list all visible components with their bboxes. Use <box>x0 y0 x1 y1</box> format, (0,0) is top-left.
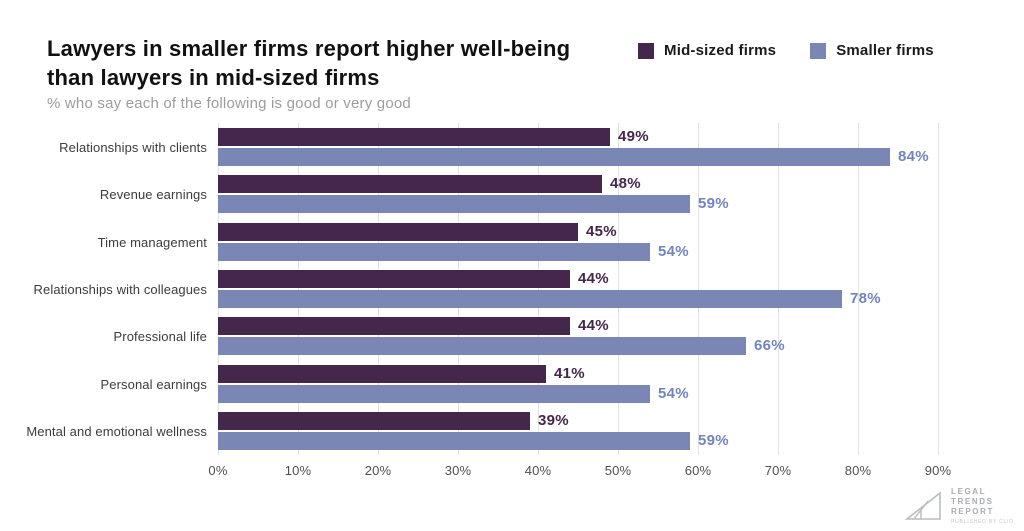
legend-label-smaller: Smaller firms <box>836 42 934 59</box>
bar-smaller <box>218 195 690 214</box>
logo-text: LEGAL TRENDS REPORT PUBLISHED BY CLIO <box>951 487 1014 525</box>
x-axis-tick-label: 90% <box>924 463 952 478</box>
value-label: 39% <box>538 412 569 430</box>
legend-item-mid-sized: Mid-sized firms <box>638 42 776 59</box>
value-label: 54% <box>658 384 689 402</box>
bar-mid-sized <box>218 412 530 431</box>
bar-mid-sized <box>218 364 546 383</box>
legend-label-mid-sized: Mid-sized firms <box>664 42 777 59</box>
legal-trends-report-logo: LEGAL TRENDS REPORT PUBLISHED BY CLIO <box>904 487 1014 525</box>
category-label: Time management <box>97 234 207 250</box>
value-label: 84% <box>898 147 929 165</box>
gridline <box>778 123 779 455</box>
value-label: 66% <box>754 337 785 355</box>
gridline <box>698 123 699 455</box>
x-axis-tick-label: 30% <box>444 463 472 478</box>
bar-mid-sized <box>218 270 570 288</box>
gridline <box>298 123 299 455</box>
chart-subtitle: % who say each of the following is good … <box>47 95 411 112</box>
value-label: 49% <box>618 127 649 145</box>
value-label: 41% <box>554 364 585 382</box>
gridline <box>618 123 619 455</box>
bar-mid-sized <box>218 175 602 194</box>
value-label: 48% <box>610 175 641 193</box>
bar-smaller <box>218 242 650 261</box>
category-label: Relationships with clients <box>59 139 207 155</box>
value-label: 59% <box>698 195 729 213</box>
legend-item-smaller: Smaller firms <box>810 42 934 59</box>
category-label: Relationships with colleagues <box>33 282 207 297</box>
bar-smaller <box>218 337 746 356</box>
value-label: 44% <box>578 317 609 335</box>
category-label: Revenue earnings <box>99 187 207 203</box>
x-axis-tick-label: 80% <box>844 463 872 478</box>
logo-tagline: PUBLISHED BY CLIO <box>951 519 1014 525</box>
gridline <box>378 123 379 455</box>
legend: Mid-sized firms Smaller firms <box>638 42 934 59</box>
chart-title: Lawyers in smaller firms report higher w… <box>47 34 570 92</box>
x-axis-tick-label: 10% <box>284 463 312 478</box>
chart-title-line2: than lawyers in mid-sized firms <box>47 65 380 90</box>
bar-mid-sized <box>218 127 610 146</box>
gridline <box>538 123 539 455</box>
logo-line-report: REPORT <box>951 507 994 516</box>
bar-mid-sized <box>218 317 570 336</box>
category-label: Professional life <box>113 329 207 345</box>
logo-line-legal: LEGAL <box>951 487 987 496</box>
value-label: 78% <box>850 290 881 307</box>
x-axis-tick-label: 0% <box>208 463 228 478</box>
gridline <box>218 123 219 455</box>
category-label: Mental and emotional wellness <box>26 424 207 440</box>
value-label: 54% <box>658 242 689 260</box>
x-axis-tick-label: 20% <box>364 463 392 478</box>
x-axis-tick-label: 60% <box>684 463 712 478</box>
bar-smaller <box>218 290 842 308</box>
bar-mid-sized <box>218 222 578 241</box>
bar-smaller <box>218 147 890 166</box>
x-axis-tick-label: 40% <box>524 463 552 478</box>
gridline <box>458 123 459 455</box>
bar-smaller <box>218 384 650 403</box>
triangle-logo-icon <box>904 491 941 520</box>
value-label: 59% <box>698 432 729 450</box>
gridline <box>858 123 859 455</box>
value-label: 44% <box>578 270 609 287</box>
gridline <box>938 123 939 455</box>
logo-line-trends: TRENDS <box>951 497 994 506</box>
category-label: Personal earnings <box>100 376 207 392</box>
bar-smaller <box>218 432 690 451</box>
x-axis-tick-label: 50% <box>604 463 632 478</box>
legend-swatch-mid-sized <box>638 42 654 59</box>
x-axis-tick-label: 70% <box>764 463 792 478</box>
value-label: 45% <box>586 222 617 240</box>
chart-title-line1: Lawyers in smaller firms report higher w… <box>47 36 571 61</box>
legend-swatch-smaller <box>810 42 827 59</box>
